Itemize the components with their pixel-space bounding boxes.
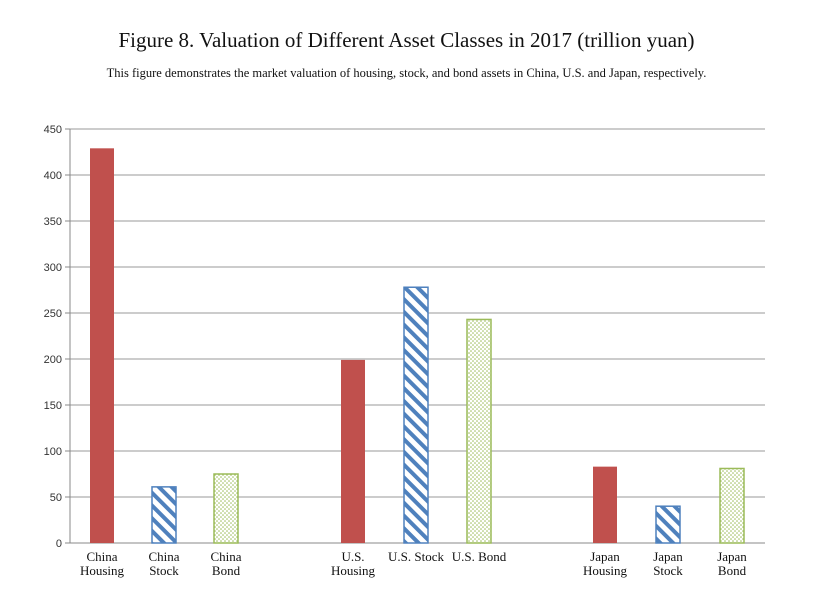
category-label: U.S. Bond — [452, 549, 507, 564]
y-tick-label: 0 — [56, 538, 62, 550]
bar-japan-bond — [719, 467, 745, 544]
bar-china-stock — [151, 486, 177, 544]
bar-japan-stock — [655, 505, 681, 544]
category-label: China Stock — [148, 549, 179, 578]
bar-u-s-bond — [466, 318, 492, 544]
y-tick-label: 300 — [44, 262, 62, 274]
category-label: U.S. Housing — [331, 549, 376, 578]
chart-title: Figure 8. Valuation of Different Asset C… — [118, 28, 695, 52]
y-tick-label: 150 — [44, 400, 62, 412]
category-label: China Housing — [80, 549, 125, 578]
bar-u-s-stock — [403, 286, 429, 544]
category-label: Japan Bond — [717, 549, 747, 578]
bar-china-bond — [213, 473, 239, 544]
bar-u-s-housing — [341, 359, 365, 543]
y-tick-label: 450 — [44, 124, 62, 136]
y-tick-label: 400 — [44, 170, 62, 182]
y-tick-label: 200 — [44, 354, 62, 366]
y-tick-label: 250 — [44, 308, 62, 320]
category-label: Japan Stock — [653, 549, 683, 578]
category-labels: China Housing China Stock China Bond U.S. Housi… — [80, 549, 747, 578]
bar-china-housing — [90, 148, 114, 543]
axes: 0 50 100 150 200 250 300 350 400 450 — [44, 124, 765, 550]
chart-subtitle: This figure demonstrates the market valu… — [106, 66, 707, 80]
category-label: China Bond — [210, 549, 241, 578]
bar-japan-housing — [593, 466, 617, 543]
category-label: U.S. Stock — [388, 549, 444, 564]
y-tick-label: 50 — [50, 492, 62, 504]
category-label: Japan Housing — [583, 549, 628, 578]
y-tick-label: 100 — [44, 446, 62, 458]
y-tick-label: 350 — [44, 216, 62, 228]
bars — [90, 148, 745, 544]
